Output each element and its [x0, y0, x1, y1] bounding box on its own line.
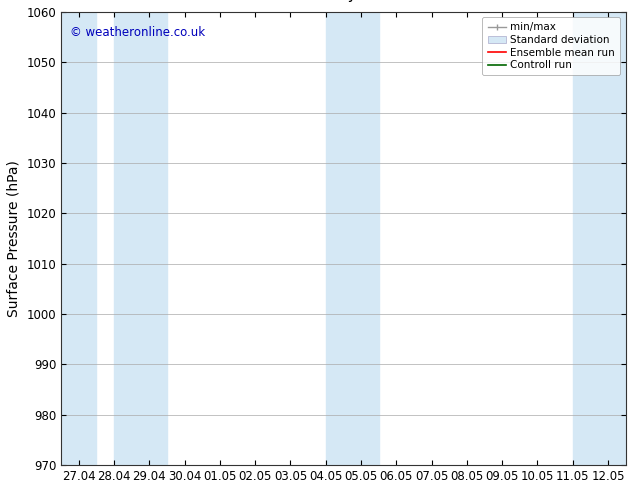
Text: Fr. 26.04.2024 06 UTC: Fr. 26.04.2024 06 UTC: [400, 0, 569, 2]
Text: © weatheronline.co.uk: © weatheronline.co.uk: [70, 25, 205, 39]
Bar: [114, 12, 167, 465]
Bar: [61, 12, 96, 465]
Bar: [326, 12, 378, 465]
Text: ENS Time Series Munich city: ENS Time Series Munich city: [139, 0, 356, 2]
Bar: [573, 12, 626, 465]
Y-axis label: Surface Pressure (hPa): Surface Pressure (hPa): [7, 160, 21, 317]
Legend: min/max, Standard deviation, Ensemble mean run, Controll run: min/max, Standard deviation, Ensemble me…: [482, 17, 621, 75]
